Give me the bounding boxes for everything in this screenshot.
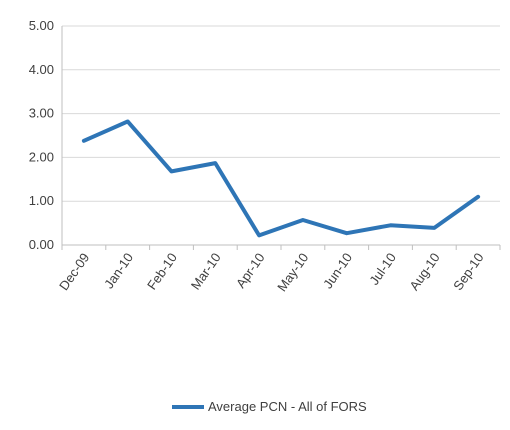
x-tick-labels: Dec-09 Jan-10 Feb-10 Mar-10 Apr-10 May-10 Jun-… <box>56 250 487 294</box>
y-tick-label: 4.00 <box>29 62 54 77</box>
axes <box>61 26 501 250</box>
y-tick-label: 3.00 <box>29 106 54 121</box>
x-tick-label: Apr-10 <box>233 250 268 291</box>
gridlines <box>62 25 500 202</box>
y-tick-labels: 0.00 1.00 2.00 3.00 4.00 5.00 <box>29 18 54 252</box>
series-line <box>81 119 481 238</box>
x-tick-label: Aug-10 <box>406 250 442 293</box>
x-tick-label: May-10 <box>274 250 311 294</box>
x-tick-label: Jan-10 <box>101 250 136 291</box>
y-tick-label: 0.00 <box>29 237 54 252</box>
x-tick-label: Sep-10 <box>450 250 486 293</box>
x-tick-label: Dec-09 <box>56 250 92 293</box>
legend-label: Average PCN - All of FORS <box>208 399 367 414</box>
legend: Average PCN - All of FORS <box>172 399 367 414</box>
series-lines <box>81 119 481 238</box>
y-tick-label: 2.00 <box>29 149 54 164</box>
x-tick-label: Mar-10 <box>188 250 224 292</box>
y-tick-label: 1.00 <box>29 193 54 208</box>
y-tick-label: 5.00 <box>29 18 54 33</box>
x-tick-label: Jun-10 <box>320 250 355 291</box>
x-tick-label: Jul-10 <box>366 250 399 288</box>
x-tick-label: Feb-10 <box>144 250 180 292</box>
